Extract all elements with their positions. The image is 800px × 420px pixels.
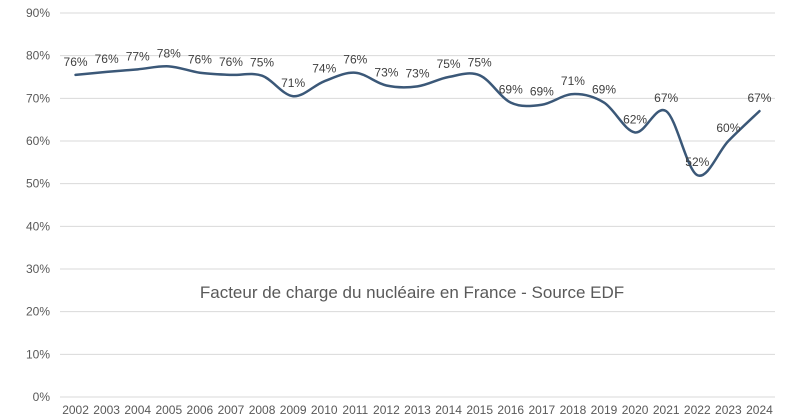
data-label: 60% (716, 121, 740, 135)
x-tick-label: 2014 (435, 403, 462, 417)
data-label: 69% (530, 85, 554, 99)
x-tick-label: 2009 (280, 403, 307, 417)
x-tick-label: 2011 (342, 403, 368, 417)
data-label: 78% (157, 46, 181, 60)
data-label: 76% (219, 55, 243, 69)
data-label: 71% (281, 76, 305, 90)
series-line (74, 65, 761, 177)
y-tick-label: 30% (26, 262, 50, 276)
x-tick-label: 2006 (187, 403, 214, 417)
data-label: 52% (685, 155, 709, 169)
x-tick-label: 2002 (62, 403, 89, 417)
data-label: 67% (747, 91, 771, 105)
data-label: 77% (126, 49, 150, 63)
x-tick-label: 2024 (746, 403, 773, 417)
x-tick-label: 2012 (373, 403, 400, 417)
data-label: 75% (468, 55, 492, 69)
x-tick-label: 2020 (622, 403, 649, 417)
data-label: 73% (374, 66, 398, 80)
data-label: 76% (64, 55, 88, 69)
y-axis-ticks: 0% 10% 20% 30% 40% 50% 60% 70% 80% 90% (26, 6, 50, 404)
data-label: 73% (405, 66, 429, 80)
x-tick-label: 2022 (684, 403, 711, 417)
x-tick-label: 2017 (528, 403, 555, 417)
data-label: 69% (592, 83, 616, 97)
y-tick-label: 60% (26, 134, 50, 148)
x-axis-ticks: 2002 2003 2004 2005 2006 2007 2008 2009 2010 2011… (62, 403, 773, 417)
y-tick-label: 20% (26, 305, 50, 319)
data-label: 75% (437, 57, 461, 71)
data-label: 69% (499, 83, 523, 97)
x-tick-label: 2003 (93, 403, 120, 417)
x-tick-label: 2008 (249, 403, 276, 417)
chart-title: Facteur de charge du nucléaire en France… (200, 283, 624, 302)
x-tick-label: 2023 (715, 403, 742, 417)
y-tick-label: 90% (26, 6, 50, 20)
y-tick-label: 70% (26, 91, 50, 105)
x-tick-label: 2019 (591, 403, 618, 417)
data-label: 75% (250, 56, 274, 70)
y-tick-label: 40% (26, 219, 50, 233)
x-tick-label: 2005 (155, 403, 182, 417)
x-tick-label: 2018 (560, 403, 587, 417)
y-tick-label: 10% (26, 347, 50, 361)
data-labels: 76% 76% 77% 78% 76% 76% 75% 71% 74% 76% 73% 73% 75% 7… (64, 46, 772, 169)
data-label: 62% (623, 112, 647, 126)
y-tick-label: 50% (26, 177, 50, 191)
x-tick-label: 2021 (653, 403, 680, 417)
data-label: 76% (343, 53, 367, 67)
x-tick-label: 2016 (497, 403, 524, 417)
x-tick-label: 2007 (218, 403, 245, 417)
x-tick-label: 2013 (404, 403, 431, 417)
x-tick-label: 2015 (466, 403, 493, 417)
x-tick-label: 2010 (311, 403, 338, 417)
data-label: 67% (654, 91, 678, 105)
data-label: 74% (312, 61, 336, 75)
y-tick-label: 80% (26, 49, 50, 63)
data-label: 76% (95, 52, 119, 66)
gridlines (60, 12, 775, 398)
data-label: 76% (188, 53, 212, 67)
data-label: 71% (561, 74, 585, 88)
x-tick-label: 2004 (124, 403, 151, 417)
y-tick-label: 0% (33, 390, 51, 404)
